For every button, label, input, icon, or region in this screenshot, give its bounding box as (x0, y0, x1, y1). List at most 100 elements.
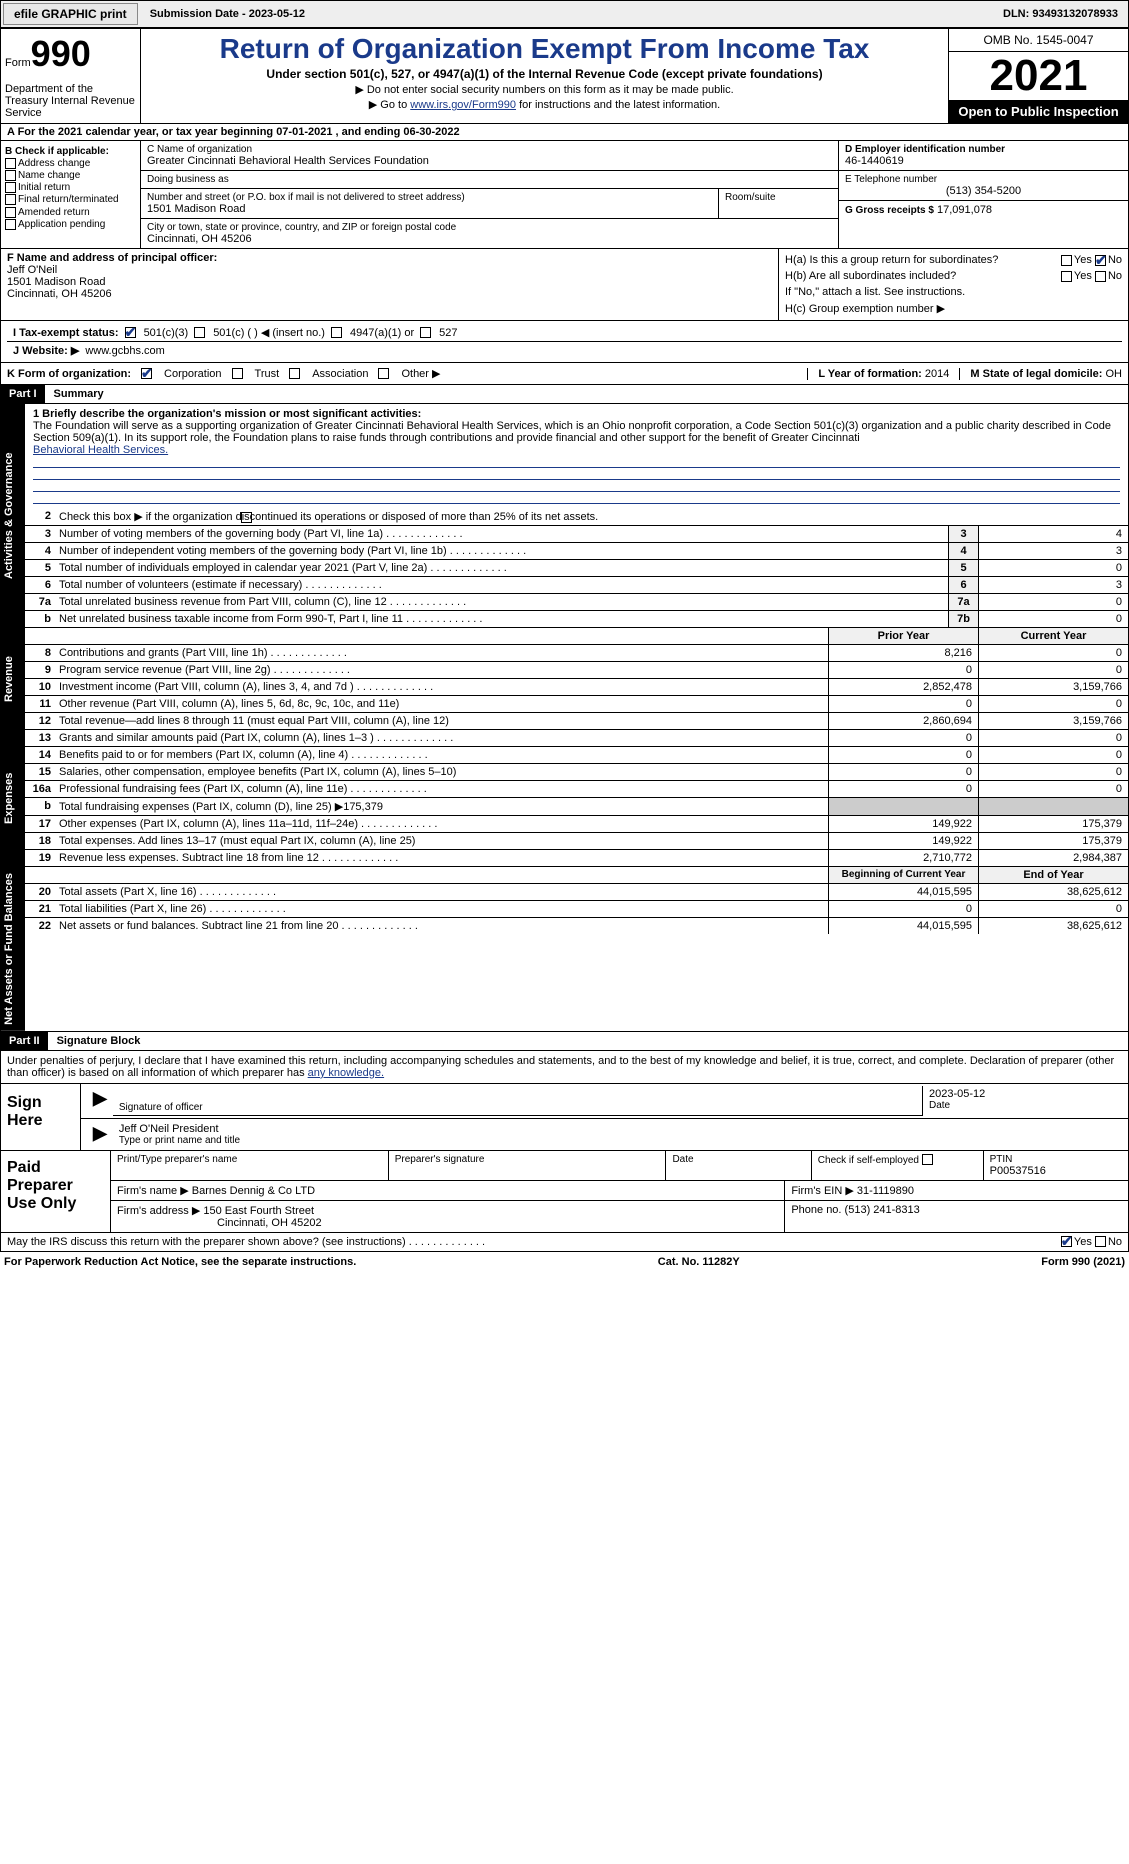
chk-hb-yes[interactable] (1061, 271, 1072, 282)
line12-current: 3,159,766 (978, 713, 1128, 729)
officer-label: F Name and address of principal officer: (7, 252, 772, 264)
chk-irs-no[interactable] (1095, 1236, 1106, 1247)
col-d: D Employer identification number 46-1440… (838, 141, 1128, 248)
lbl-no: No (1108, 270, 1122, 282)
irs-link[interactable]: www.irs.gov/Form990 (410, 99, 516, 111)
org-name: Greater Cincinnati Behavioral Health Ser… (147, 155, 832, 167)
efile-print-button[interactable]: efile GRAPHIC print (3, 3, 138, 25)
line6-desc: Total number of volunteers (estimate if … (55, 577, 948, 593)
chk-501c[interactable] (194, 327, 205, 338)
chk-527[interactable] (420, 327, 431, 338)
website-value: www.gcbhs.com (85, 345, 164, 357)
line22-desc: Net assets or fund balances. Subtract li… (55, 918, 828, 934)
row-a: A For the 2021 calendar year, or tax yea… (0, 124, 1129, 141)
chk-other[interactable] (378, 368, 389, 379)
line10-current: 3,159,766 (978, 679, 1128, 695)
room-label: Room/suite (725, 192, 832, 203)
lbl-trust: Trust (255, 368, 280, 380)
line10-prior: 2,852,478 (828, 679, 978, 695)
row-ij: I Tax-exempt status: 501(c)(3) 501(c) ( … (0, 321, 1129, 363)
line8-current: 0 (978, 645, 1128, 661)
line15-desc: Salaries, other compensation, employee b… (55, 764, 828, 780)
gross-label: G Gross receipts $ (845, 205, 934, 216)
sig-date: 2023-05-12 (929, 1088, 1116, 1100)
prep-self-employed-label: Check if self-employed (818, 1155, 919, 1166)
begin-year-header: Beginning of Current Year (828, 867, 978, 883)
chk-address[interactable] (5, 158, 16, 169)
line17-prior: 149,922 (828, 816, 978, 832)
prep-date-label: Date (672, 1154, 804, 1165)
block-bcd: B Check if applicable: Address change Na… (0, 141, 1129, 249)
line13-prior: 0 (828, 730, 978, 746)
line7a-desc: Total unrelated business revenue from Pa… (55, 594, 948, 610)
line21-prior: 0 (828, 901, 978, 917)
line10-desc: Investment income (Part VIII, column (A)… (55, 679, 828, 695)
line4-desc: Number of independent voting members of … (55, 543, 948, 559)
chk-ha-yes[interactable] (1061, 255, 1072, 266)
tax-exempt-label: I Tax-exempt status: (13, 327, 119, 339)
section-revenue: Revenue Prior YearCurrent Year 8Contribu… (0, 628, 1129, 730)
officer-street: 1501 Madison Road (7, 276, 772, 288)
firm-phone-label: Phone no. (791, 1204, 841, 1216)
lbl-final: Final return/terminated (18, 195, 119, 206)
omb-number: OMB No. 1545-0047 (949, 29, 1128, 52)
line18-desc: Total expenses. Add lines 13–17 (must eq… (55, 833, 828, 849)
line5-val: 0 (978, 560, 1128, 576)
lbl-corp: Corporation (164, 368, 221, 380)
line21-desc: Total liabilities (Part X, line 26) (55, 901, 828, 917)
form-subtitle-2: ▶ Do not enter social security numbers o… (145, 83, 944, 96)
line11-prior: 0 (828, 696, 978, 712)
chk-final[interactable] (5, 194, 16, 205)
may-irs-text: May the IRS discuss this return with the… (7, 1236, 485, 1248)
part2-title: Signature Block (49, 1035, 141, 1047)
declaration: Under penalties of perjury, I declare th… (0, 1051, 1129, 1084)
tab-activities-governance: Activities & Governance (1, 404, 25, 628)
declaration-link[interactable]: any knowledge. (308, 1067, 384, 1079)
line20-current: 38,625,612 (978, 884, 1128, 900)
footer-right: Form 990 (2021) (1041, 1256, 1125, 1268)
chk-application[interactable] (5, 219, 16, 230)
line16a-current: 0 (978, 781, 1128, 797)
line15-prior: 0 (828, 764, 978, 780)
line18-prior: 149,922 (828, 833, 978, 849)
chk-501c3[interactable] (125, 327, 136, 338)
lbl-yes: Yes (1074, 270, 1092, 282)
firm-name: Barnes Dennig & Co LTD (192, 1185, 315, 1197)
col-b: B Check if applicable: Address change Na… (1, 141, 141, 248)
chk-name[interactable] (5, 170, 16, 181)
open-to-public: Open to Public Inspection (949, 100, 1128, 123)
chk-hb-no[interactable] (1095, 271, 1106, 282)
line3-val: 4 (978, 526, 1128, 542)
line13-desc: Grants and similar amounts paid (Part IX… (55, 730, 828, 746)
chk-initial[interactable] (5, 182, 16, 193)
lbl-501c3: 501(c)(3) (144, 327, 189, 339)
line5-desc: Total number of individuals employed in … (55, 560, 948, 576)
prep-name-label: Print/Type preparer's name (117, 1154, 382, 1165)
mission-link[interactable]: Behavioral Health Services. (33, 444, 168, 456)
lbl-501c: 501(c) ( ) ◀ (insert no.) (213, 326, 325, 339)
lbl-name: Name change (18, 170, 80, 181)
chk-amended[interactable] (5, 207, 16, 218)
hb-note: If "No," attach a list. See instructions… (785, 284, 1122, 300)
dept-label: Department of the Treasury Internal Reve… (5, 83, 136, 119)
line20-prior: 44,015,595 (828, 884, 978, 900)
line8-desc: Contributions and grants (Part VIII, lin… (55, 645, 828, 661)
ein-label: D Employer identification number (845, 144, 1122, 155)
chk-4947[interactable] (331, 327, 342, 338)
ptin-label: PTIN (990, 1154, 1122, 1165)
lbl-4947: 4947(a)(1) or (350, 327, 414, 339)
chk-assoc[interactable] (289, 368, 300, 379)
chk-ha-no[interactable] (1095, 255, 1106, 266)
chk-self-employed[interactable] (922, 1154, 933, 1165)
chk-trust[interactable] (232, 368, 243, 379)
line14-current: 0 (978, 747, 1128, 763)
officer-printed-name: Jeff O'Neil President (119, 1123, 1116, 1135)
lbl-yes: Yes (1074, 1236, 1092, 1248)
year-formation-label: L Year of formation: (818, 368, 922, 380)
part1-title: Summary (46, 388, 104, 400)
lbl-application: Application pending (18, 219, 105, 230)
chk-corp[interactable] (141, 368, 152, 379)
chk-irs-yes[interactable] (1061, 1236, 1072, 1247)
chk-line2[interactable] (241, 512, 252, 523)
firm-name-label: Firm's name ▶ (117, 1185, 189, 1197)
